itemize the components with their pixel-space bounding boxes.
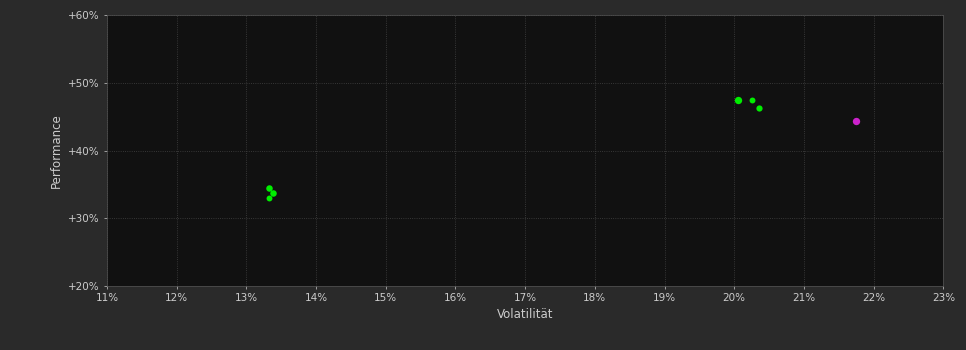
Point — [730, 97, 746, 103]
Point — [262, 195, 277, 201]
Point — [848, 118, 864, 124]
Point — [751, 105, 766, 111]
Y-axis label: Performance: Performance — [50, 113, 63, 188]
Point — [265, 190, 280, 196]
X-axis label: Volatilität: Volatilität — [497, 308, 554, 321]
Point — [744, 97, 759, 103]
Point — [262, 185, 277, 190]
